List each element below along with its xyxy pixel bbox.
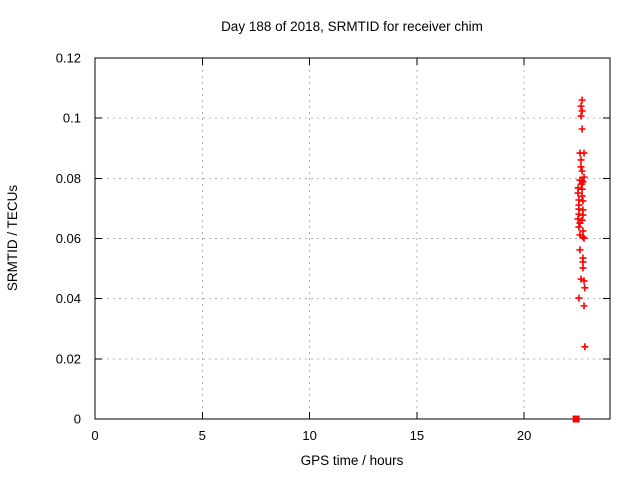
- data-point: [576, 219, 584, 227]
- data-point: [578, 125, 586, 133]
- data-point: [579, 258, 587, 266]
- data-point: [578, 96, 586, 104]
- data-point: [578, 192, 586, 200]
- data-point: [577, 163, 585, 171]
- data-point: [579, 227, 587, 235]
- y-tick-label: 0.04: [56, 291, 81, 306]
- data-point: [575, 210, 583, 218]
- data-points: [572, 96, 589, 423]
- data-point: [578, 107, 586, 115]
- tick-labels: 0 5 10 15 20 0 0.02 0.04 0.06 0.08 0.1 0.12: [56, 51, 532, 444]
- data-point: [576, 246, 584, 254]
- data-point: [580, 277, 588, 285]
- y-tick-label: 0.12: [56, 51, 81, 66]
- y-axis-label: SRMTID / TECUs: [5, 185, 20, 292]
- data-point: [575, 223, 583, 231]
- data-point: [579, 211, 587, 219]
- grid-lines: [95, 58, 610, 419]
- x-tick-label: 5: [199, 428, 206, 443]
- data-point: [581, 343, 589, 351]
- data-point: [577, 112, 585, 120]
- y-tick-label: 0.06: [56, 231, 81, 246]
- data-point: [574, 189, 582, 197]
- x-tick-label: 10: [302, 428, 316, 443]
- y-tick-label: 0: [74, 412, 81, 427]
- data-point: [580, 149, 588, 157]
- data-point: [579, 264, 587, 272]
- x-axis-label: GPS time / hours: [301, 453, 404, 468]
- axes: [94, 57, 611, 420]
- y-tick-label: 0.08: [56, 171, 81, 186]
- data-point: [578, 185, 586, 193]
- data-point: [581, 284, 589, 292]
- y-tick-label: 0.1: [63, 111, 81, 126]
- y-tick-label: 0.02: [56, 351, 81, 366]
- x-tick-label: 15: [410, 428, 424, 443]
- data-point: [574, 215, 582, 223]
- data-point: [579, 233, 587, 241]
- data-point: [577, 156, 585, 164]
- data-point: [579, 197, 587, 205]
- x-tick-label: 0: [91, 428, 98, 443]
- data-point: [580, 234, 588, 242]
- data-point-square: [572, 415, 580, 423]
- chart-title: Day 188 of 2018, SRMTID for receiver chi…: [221, 19, 483, 34]
- data-point: [575, 294, 583, 302]
- x-tick-label: 20: [517, 428, 531, 443]
- data-point: [580, 302, 588, 310]
- data-point: [577, 102, 585, 110]
- plot-border: [94, 57, 611, 420]
- data-point: [580, 173, 588, 181]
- data-point: [578, 167, 586, 175]
